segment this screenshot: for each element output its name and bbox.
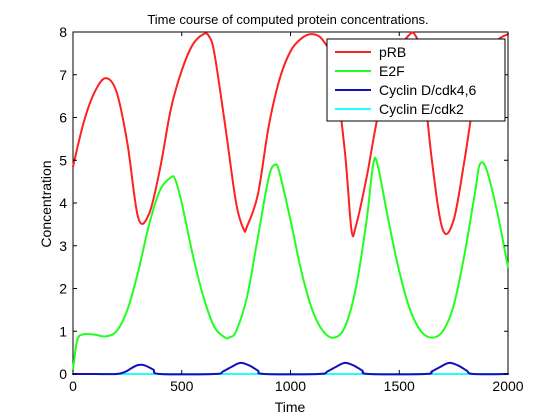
legend-entry: Cyclin D/cdk4,6 [379,82,476,98]
y-tick-label: 1 [59,323,67,339]
series-line-e2f [72,156,509,371]
y-tick-label: 2 [59,281,67,297]
y-axis-label: Concentration [38,160,54,247]
y-tick-label: 3 [59,238,67,254]
legend-entry: Cyclin E/cdk2 [379,101,464,117]
y-tick-label: 5 [59,152,67,168]
y-tick-label: 4 [59,195,67,211]
legend-entry: pRB [379,44,406,60]
x-tick-label: 2000 [492,378,523,394]
legend-entry: E2F [379,63,405,79]
legend: pRB E2F Cyclin D/cdk4,6 Cyclin E/cdk2 [326,38,506,122]
axes-ticks: 0 500 1000 1500 2000 0 1 2 3 4 5 6 7 8 [59,24,524,394]
y-tick-label: 7 [59,67,67,83]
x-axis-label: Time [275,399,306,415]
y-tick-label: 8 [59,24,67,40]
x-tick-label: 0 [69,378,77,394]
chart-title: Time course of computed protein concentr… [147,12,428,27]
x-tick-label: 1000 [275,378,306,394]
y-tick-label: 6 [59,110,67,126]
y-tick-label: 0 [59,366,67,382]
series-line-prb [72,31,509,238]
series-line-cyclin-d-cdk4-6 [72,361,509,376]
x-tick-label: 1500 [384,378,415,394]
x-tick-label: 500 [170,378,194,394]
